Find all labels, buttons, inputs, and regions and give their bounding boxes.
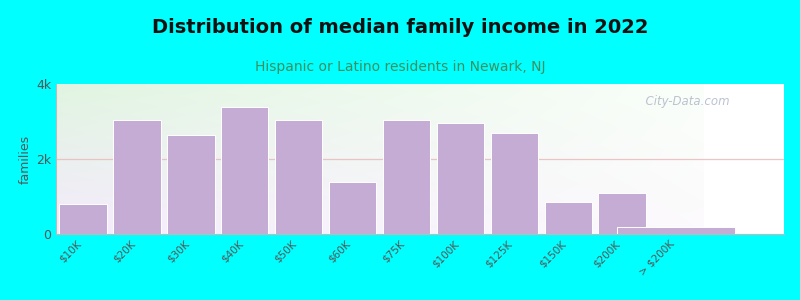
Text: Distribution of median family income in 2022: Distribution of median family income in … xyxy=(152,18,648,37)
Bar xyxy=(545,202,592,234)
Bar xyxy=(490,133,538,234)
Bar xyxy=(221,106,269,234)
Bar xyxy=(617,226,735,234)
Bar xyxy=(598,193,646,234)
Bar xyxy=(329,182,376,234)
Bar xyxy=(167,135,214,234)
Bar xyxy=(382,120,430,234)
Bar xyxy=(437,123,484,234)
Bar xyxy=(59,204,106,234)
Y-axis label: families: families xyxy=(19,134,32,184)
Text: Hispanic or Latino residents in Newark, NJ: Hispanic or Latino residents in Newark, … xyxy=(254,60,546,74)
Bar xyxy=(275,120,322,234)
Bar xyxy=(113,120,161,234)
Text: City-Data.com: City-Data.com xyxy=(638,95,730,109)
